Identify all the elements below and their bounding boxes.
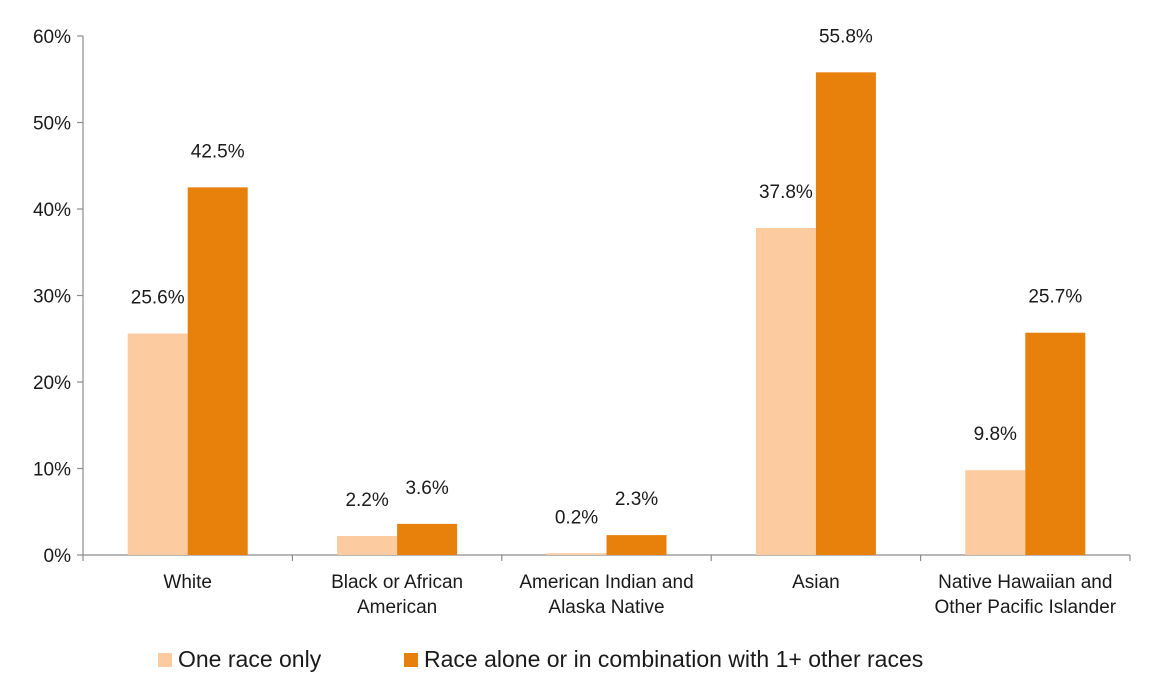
y-tick-label: 20% [33, 373, 71, 394]
bar-combination [397, 523, 458, 555]
data-label: 9.8% [974, 424, 1017, 445]
data-label: 25.7% [1028, 287, 1082, 308]
bar-one-race [965, 470, 1026, 555]
bar-combination [1025, 332, 1086, 555]
bar-one-race [546, 553, 607, 555]
legend-label-one-race: One race only [178, 646, 322, 672]
x-tick-label: White [163, 572, 212, 593]
bar-one-race [127, 333, 188, 555]
x-tick-label: Black or African [331, 572, 463, 593]
y-tick-label: 0% [44, 546, 72, 567]
legend: One race only Race alone or in combinati… [0, 646, 1156, 678]
x-axis: White Black or African American American In… [82, 554, 1131, 618]
x-tick-label: Asian [792, 572, 840, 593]
legend-swatch-one-race [158, 652, 172, 667]
y-tick-label: 40% [33, 200, 71, 221]
data-label: 2.3% [615, 489, 658, 510]
legend-item-one-race: One race only [158, 646, 321, 673]
bars-group [127, 72, 1086, 555]
bar-combination [187, 187, 248, 555]
x-tick-label: Alaska Native [548, 597, 664, 618]
x-tick-label: Native Hawaiian and [938, 572, 1112, 593]
data-label: 0.2% [555, 507, 598, 528]
data-label: 37.8% [759, 182, 813, 203]
bar-one-race [755, 228, 816, 555]
y-axis: 0% 10% 20% 30% 40% 50% 60% [33, 27, 84, 567]
legend-item-combination: Race alone or in combination with 1+ oth… [404, 646, 923, 673]
data-label: 3.6% [405, 478, 448, 499]
x-tick-label: American Indian and [519, 572, 693, 593]
data-label: 25.6% [131, 288, 185, 309]
bar-combination [815, 72, 876, 555]
data-labels-group: 25.6% 2.2% 0.2% 37.8% 9.8% 42.5% 3.6% 2.3% 55.8%… [131, 26, 1083, 528]
y-tick-label: 50% [33, 114, 71, 135]
data-label: 2.2% [345, 490, 388, 511]
x-tick-label: Other Pacific Islander [934, 597, 1116, 618]
data-label: 42.5% [191, 141, 245, 162]
legend-label-combination: Race alone or in combination with 1+ oth… [424, 646, 924, 672]
bar-combination [606, 535, 667, 555]
y-tick-label: 30% [33, 287, 71, 308]
y-tick-label: 10% [33, 460, 71, 481]
bar-one-race [337, 535, 398, 555]
legend-swatch-combination [404, 652, 418, 667]
x-tick-label: American [357, 597, 437, 618]
data-label: 55.8% [819, 26, 873, 47]
y-tick-label: 60% [33, 27, 71, 48]
